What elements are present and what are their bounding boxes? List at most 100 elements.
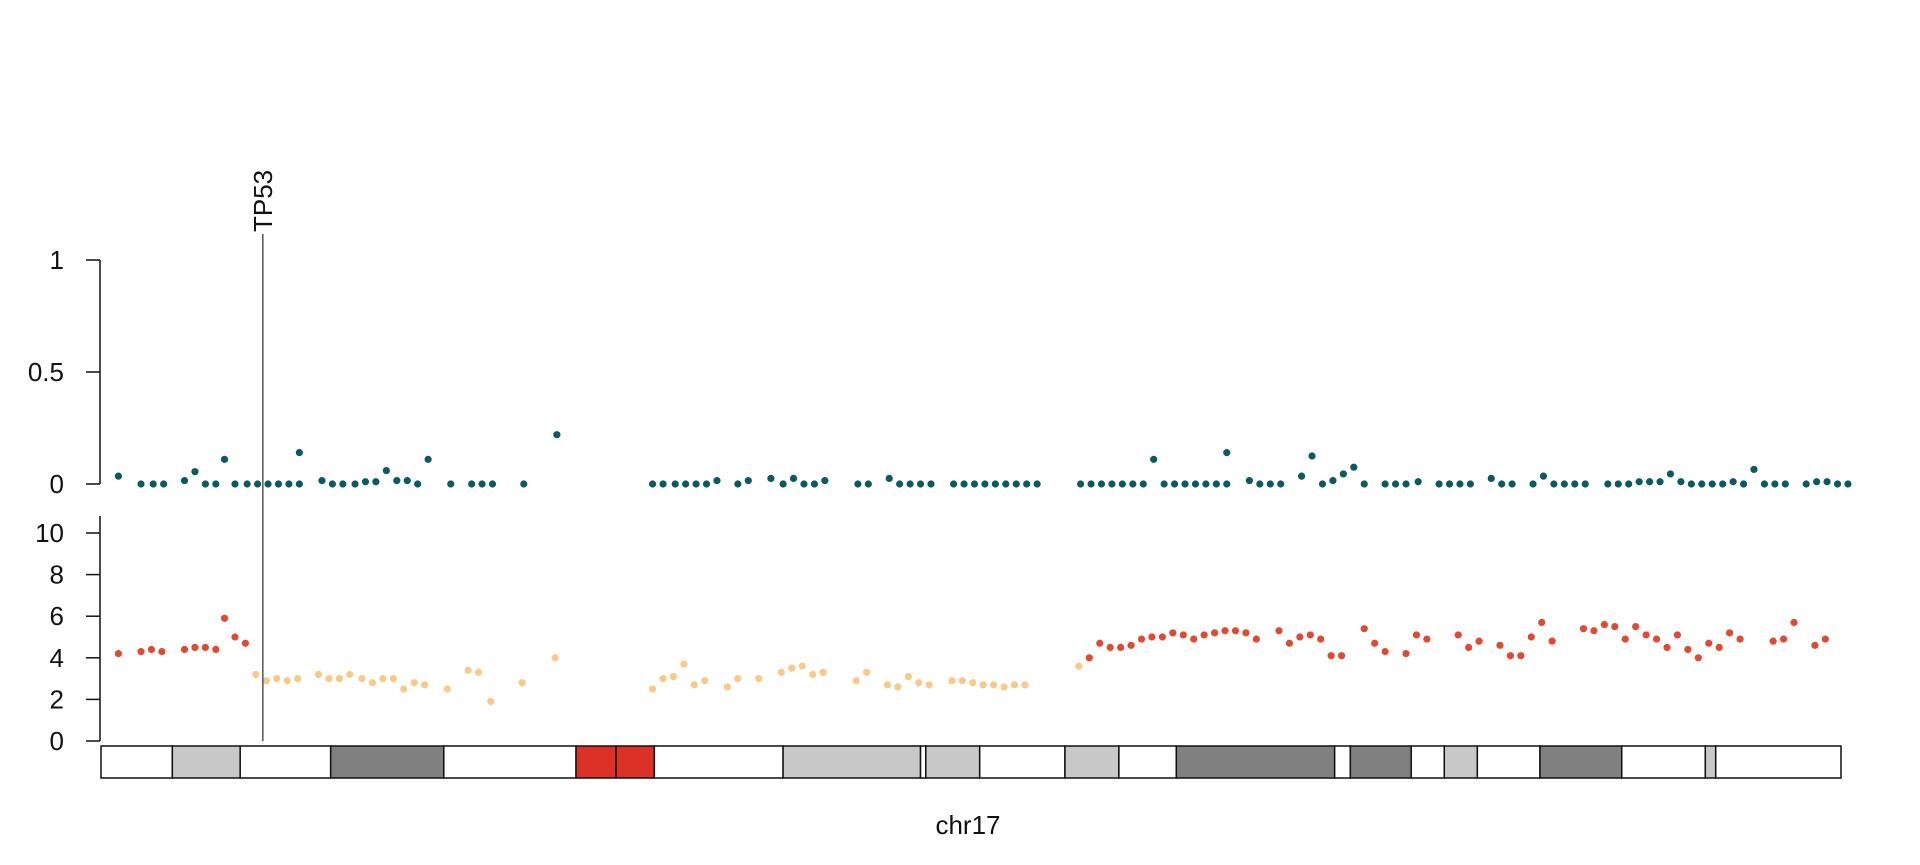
copy-number-point bbox=[979, 681, 987, 689]
baf-point bbox=[393, 477, 401, 485]
copy-number-point bbox=[158, 647, 166, 656]
baf-point bbox=[372, 478, 380, 486]
copy-number-point bbox=[883, 681, 892, 689]
copy-number-point bbox=[1475, 637, 1483, 645]
bottom-y-tick-label: 10 bbox=[35, 518, 64, 548]
baf-point bbox=[821, 477, 829, 485]
copy-number-point bbox=[1538, 618, 1546, 627]
copy-number-point bbox=[1275, 627, 1283, 635]
copy-number-point bbox=[368, 679, 377, 687]
baf-point bbox=[779, 480, 787, 488]
copy-number-point bbox=[346, 670, 354, 679]
baf-point bbox=[744, 477, 752, 485]
baf-point bbox=[520, 480, 528, 488]
copy-number-point bbox=[114, 650, 122, 658]
ideogram-band bbox=[239, 745, 332, 779]
baf-point bbox=[1223, 480, 1231, 488]
copy-number-point bbox=[474, 668, 483, 676]
copy-number-point bbox=[1075, 662, 1083, 670]
baf-point bbox=[1318, 480, 1327, 488]
copy-number-point bbox=[1402, 650, 1410, 658]
baf-point bbox=[896, 480, 904, 488]
baf-point bbox=[1508, 480, 1516, 488]
copy-number-point bbox=[1096, 639, 1104, 647]
baf-point bbox=[1277, 480, 1285, 488]
copy-number-point bbox=[1600, 620, 1608, 629]
copy-number-point bbox=[1705, 639, 1713, 647]
bottom-y-tick-label: 4 bbox=[50, 643, 64, 673]
baf-point bbox=[1666, 470, 1675, 478]
baf-point bbox=[1129, 480, 1137, 488]
copy-number-point bbox=[241, 639, 250, 647]
copy-number-point bbox=[231, 633, 239, 641]
copy-number-point bbox=[1010, 681, 1019, 689]
copy-number-point bbox=[798, 662, 806, 670]
copy-number-panel: 0 2 4 6 8 10 bbox=[35, 516, 1829, 756]
baf-point bbox=[1329, 477, 1337, 485]
copy-number-point bbox=[1158, 633, 1166, 641]
copy-number-point bbox=[1211, 629, 1219, 637]
baf-point bbox=[1614, 480, 1622, 488]
copy-number-point bbox=[1190, 635, 1198, 643]
baf-point bbox=[254, 480, 262, 488]
baf-point bbox=[692, 480, 700, 488]
baf-point bbox=[1813, 478, 1821, 486]
baf-point bbox=[1677, 478, 1685, 486]
baf-point bbox=[137, 480, 145, 488]
copy-number-point bbox=[1736, 635, 1744, 643]
baf-point bbox=[1266, 480, 1274, 488]
copy-number-point bbox=[701, 677, 709, 685]
baf-point bbox=[1739, 480, 1748, 488]
gene-marker: TP53 bbox=[248, 170, 278, 741]
baf-point bbox=[1087, 480, 1095, 488]
baf-point bbox=[1445, 480, 1454, 488]
baf-point bbox=[702, 480, 711, 488]
baf-point bbox=[1245, 477, 1253, 485]
copy-number-point bbox=[734, 675, 742, 683]
copy-number-point bbox=[1169, 629, 1177, 637]
copy-number-point bbox=[421, 681, 429, 689]
copy-number-point bbox=[379, 675, 387, 683]
copy-number-point bbox=[1811, 641, 1819, 649]
baf-point bbox=[328, 480, 337, 488]
copy-number-point bbox=[294, 675, 302, 683]
copy-number-point bbox=[201, 643, 209, 652]
baf-point bbox=[447, 480, 455, 488]
ideogram-band bbox=[919, 745, 927, 779]
baf-point bbox=[1646, 478, 1654, 486]
baf-point bbox=[1002, 480, 1010, 488]
copy-number-point bbox=[252, 670, 260, 679]
copy-number-point bbox=[777, 668, 785, 676]
copy-number-point bbox=[180, 645, 189, 654]
gene-marker-label: TP53 bbox=[248, 170, 278, 232]
baf-point bbox=[1202, 480, 1210, 488]
copy-number-point bbox=[690, 681, 698, 689]
baf-point bbox=[885, 474, 893, 482]
baf-point bbox=[231, 480, 239, 488]
copy-number-point bbox=[863, 668, 871, 676]
baf-point bbox=[734, 480, 742, 488]
copy-number-point bbox=[723, 683, 732, 691]
baf-point bbox=[1550, 480, 1558, 488]
baf-point bbox=[1708, 480, 1716, 488]
baf-point bbox=[1625, 480, 1633, 488]
baf-point bbox=[1466, 480, 1474, 488]
baf-point bbox=[648, 480, 657, 488]
copy-number-point bbox=[1252, 635, 1260, 643]
copy-number-point bbox=[925, 681, 933, 689]
copy-number-point bbox=[1360, 625, 1368, 633]
baf-point bbox=[382, 466, 390, 475]
baf-point bbox=[1560, 480, 1568, 488]
baf-point bbox=[1160, 480, 1168, 488]
baf-point bbox=[1097, 480, 1106, 488]
ideogram-band bbox=[1410, 745, 1446, 779]
ideogram-band bbox=[1175, 745, 1336, 779]
baf-point bbox=[1308, 452, 1316, 460]
copy-number-point bbox=[1127, 641, 1135, 649]
copy-number-point bbox=[325, 675, 333, 683]
chromosome-ideogram bbox=[100, 745, 1842, 779]
baf-point bbox=[264, 480, 272, 488]
baf-point bbox=[1402, 480, 1410, 488]
copy-number-point bbox=[147, 645, 156, 654]
baf-point bbox=[906, 480, 914, 488]
